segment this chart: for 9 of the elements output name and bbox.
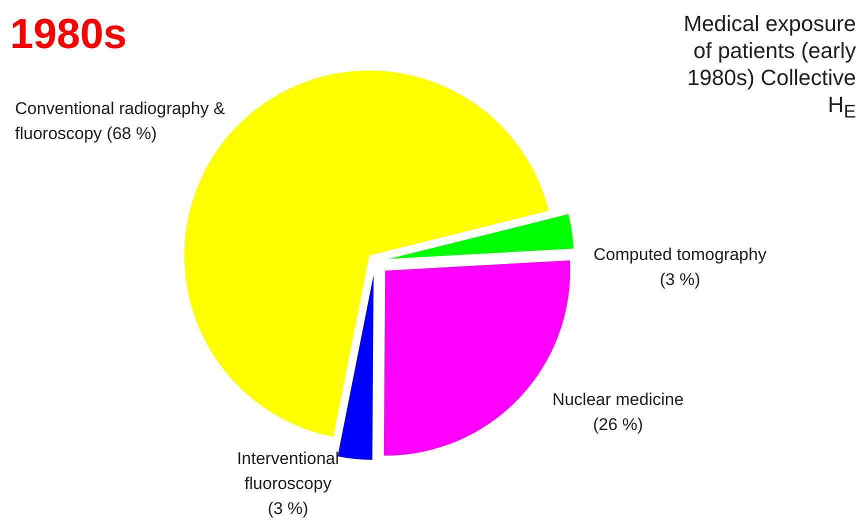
- slice-label: Computed tomography: [594, 245, 767, 264]
- data-label: (3 %): [268, 499, 308, 518]
- slice-label: Interventional fluoroscopy: [236, 449, 340, 493]
- chart-subtitle: Medical exposure of patients (early 1980s) Collective H$_{E}$: [682, 10, 856, 124]
- data-label: (26 %): [592, 415, 644, 434]
- slice-label: Nuclear medicine: [552, 390, 684, 409]
- slice-label: Conventional radiography & fluoroscopy (68 %): [15, 99, 226, 143]
- data-label: (3 %): [660, 270, 700, 289]
- chart-title: 1980s: [10, 10, 127, 58]
